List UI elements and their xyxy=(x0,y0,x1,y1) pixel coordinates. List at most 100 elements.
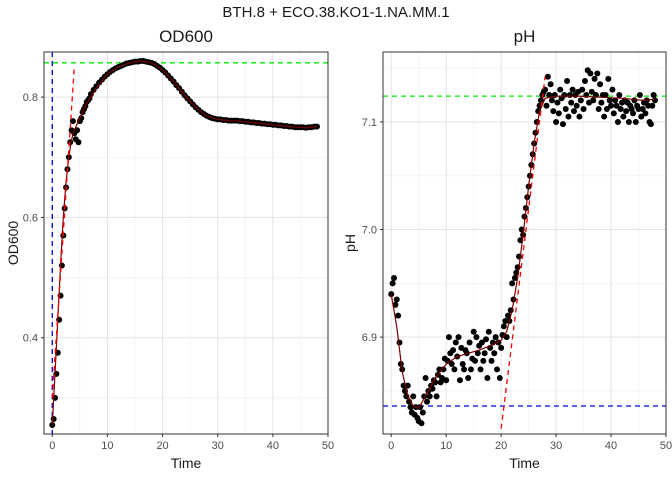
x-tick-label: 40 xyxy=(605,440,617,452)
data-point xyxy=(546,92,553,99)
data-point xyxy=(580,106,587,113)
data-point xyxy=(484,375,491,382)
data-point xyxy=(602,92,609,99)
data-point xyxy=(450,347,457,354)
data-point xyxy=(565,113,572,120)
data-point xyxy=(452,339,459,346)
ph-panel: 0 10 20 30 40 50 6.9 7.0 7.1 pH Time pH xyxy=(342,27,672,471)
data-point xyxy=(588,88,595,95)
data-point xyxy=(419,409,426,416)
data-point xyxy=(601,113,608,120)
data-point xyxy=(410,393,417,400)
data-point xyxy=(509,280,516,287)
data-point xyxy=(573,102,580,109)
data-point xyxy=(511,274,518,281)
data-point xyxy=(467,366,474,373)
data-point xyxy=(393,296,400,303)
y-tick-label: 0.6 xyxy=(23,212,38,224)
data-point xyxy=(608,102,615,109)
plot-data xyxy=(44,52,328,434)
x-tick-label: 50 xyxy=(322,440,334,452)
data-point xyxy=(554,99,561,106)
fit-curve xyxy=(390,95,656,409)
data-point xyxy=(610,110,617,117)
od600-panel: 0 10 20 30 40 50 0.4 0.6 0.8 OD600 Time OD600 xyxy=(5,27,334,471)
data-point xyxy=(433,393,440,400)
data-point xyxy=(50,415,57,422)
panel-title: pH xyxy=(514,27,536,46)
data-point xyxy=(445,334,452,341)
data-point xyxy=(587,70,594,77)
data-point xyxy=(620,113,627,120)
data-point xyxy=(498,344,505,351)
y-axis-label: pH xyxy=(342,234,358,252)
data-point xyxy=(625,118,632,125)
x-tick-label: 40 xyxy=(267,440,279,452)
data-point xyxy=(617,106,624,113)
x-tick-label: 10 xyxy=(101,440,113,452)
data-point xyxy=(548,97,555,104)
data-point xyxy=(477,366,484,373)
data-point xyxy=(564,78,571,85)
y-tick-label: 7.1 xyxy=(362,117,377,129)
x-tick-label: 50 xyxy=(660,440,672,452)
data-point xyxy=(470,328,477,335)
data-point xyxy=(623,108,630,115)
data-point xyxy=(500,323,507,330)
data-point xyxy=(521,213,528,220)
data-point xyxy=(480,357,487,364)
data-point xyxy=(474,350,481,357)
data-point xyxy=(603,106,610,113)
plot-data xyxy=(383,67,666,429)
data-point xyxy=(547,81,554,88)
data-point xyxy=(472,357,479,364)
data-point xyxy=(422,375,429,382)
data-point xyxy=(466,339,473,346)
data-point xyxy=(649,102,656,109)
y-tick-label: 7.0 xyxy=(362,225,377,237)
data-point xyxy=(598,99,605,106)
data-point xyxy=(594,70,601,77)
data-point xyxy=(465,375,472,382)
data-point xyxy=(483,336,490,343)
data-point xyxy=(606,97,613,104)
data-point xyxy=(595,106,602,113)
data-point xyxy=(75,139,82,146)
data-point xyxy=(426,393,433,400)
data-point xyxy=(496,375,503,382)
data-point xyxy=(638,113,645,120)
data-point xyxy=(630,110,637,117)
data-point xyxy=(636,92,643,99)
data-point xyxy=(440,366,447,373)
data-point xyxy=(561,92,568,99)
data-point xyxy=(418,420,425,427)
data-point xyxy=(503,334,510,341)
x-tick-label: 20 xyxy=(495,440,507,452)
data-point xyxy=(576,113,583,120)
data-point xyxy=(613,102,620,109)
data-point xyxy=(579,86,586,93)
data-point xyxy=(591,75,598,82)
data-point xyxy=(557,86,564,93)
data-point xyxy=(456,377,463,384)
data-point xyxy=(639,106,646,113)
data-point xyxy=(473,334,480,341)
panel-title: OD600 xyxy=(159,27,213,46)
x-tick-label: 0 xyxy=(49,440,55,452)
data-point xyxy=(505,312,512,319)
data-point xyxy=(544,73,551,80)
data-point xyxy=(542,86,549,93)
data-point xyxy=(459,361,466,368)
data-point xyxy=(550,108,557,115)
data-point xyxy=(478,339,485,346)
data-point xyxy=(569,86,576,93)
data-point xyxy=(555,110,562,117)
data-point xyxy=(597,81,604,88)
x-tick-label: 10 xyxy=(440,440,452,452)
x-tick-label: 0 xyxy=(388,440,394,452)
data-point xyxy=(502,318,509,325)
data-point xyxy=(568,99,575,106)
data-point xyxy=(443,377,450,384)
data-point xyxy=(407,404,414,411)
data-point xyxy=(632,118,639,125)
